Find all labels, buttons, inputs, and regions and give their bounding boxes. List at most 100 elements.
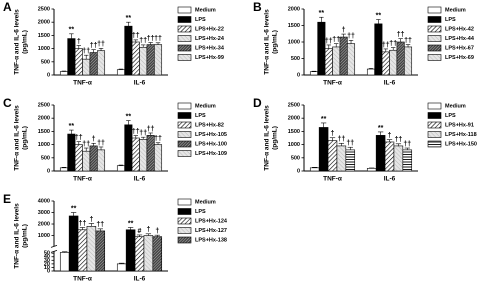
bar <box>318 127 329 172</box>
y-tick-label: 2500 <box>38 102 50 108</box>
bar <box>336 145 347 172</box>
legend-label: LPS+Hx-24 <box>195 36 225 42</box>
bar <box>375 135 386 172</box>
bar <box>324 48 333 76</box>
legend-label: LPS+Hx-99 <box>195 55 224 61</box>
legend-swatch <box>177 16 192 23</box>
significance-label: † <box>77 38 81 45</box>
y-tick-label: 0 <box>47 72 50 78</box>
y-tick-label: 1500 <box>38 33 50 39</box>
y-tick-label: 1000 <box>288 142 300 148</box>
legend-label: LPS <box>195 17 206 23</box>
x-tick-label: IL-6 <box>384 176 396 183</box>
bar <box>366 168 377 172</box>
y-axis-label: (pg/mL) <box>22 30 29 54</box>
bar <box>384 141 395 172</box>
bar <box>404 46 413 76</box>
y-tick-label: 0 <box>47 168 50 174</box>
significance-label: ** <box>69 27 75 34</box>
significance-label: †† <box>96 222 104 229</box>
legend-swatch <box>427 131 442 138</box>
bar <box>146 44 155 76</box>
bar <box>67 38 76 76</box>
significance-label: †† <box>132 128 140 135</box>
legend-label: LPS <box>445 17 456 23</box>
significance-label: † <box>146 227 150 234</box>
y-tick-label: 500 <box>291 155 300 161</box>
x-tick-label: TNF-α <box>73 176 92 183</box>
y-tick-label: 30 <box>44 258 50 264</box>
significance-label: †† <box>394 137 402 144</box>
significance-label: ** <box>321 116 327 123</box>
x-tick-label: TNF-α <box>73 276 92 283</box>
y-tick-label: 500 <box>41 155 50 161</box>
legend-label: LPS+Hx-127 <box>195 228 227 234</box>
axis-break <box>50 250 58 253</box>
y-axis-label: (pg/mL) <box>272 126 279 150</box>
y-tick-label: 40 <box>44 254 50 260</box>
bar <box>82 58 91 76</box>
significance-label: † <box>342 27 346 34</box>
bar <box>95 230 106 272</box>
significance-label: †† <box>97 140 105 147</box>
x-tick-label: IL-6 <box>134 80 146 87</box>
bar <box>154 44 163 76</box>
legend-swatch <box>177 140 192 148</box>
significance-label: ** <box>126 113 132 120</box>
legend-swatch <box>177 227 192 234</box>
significance-label: †† <box>404 37 412 44</box>
significance-label: ** <box>128 220 134 227</box>
y-axis-label: TNF-α and IL-6 levels <box>14 203 21 269</box>
legend-swatch <box>427 6 442 14</box>
legend-label: LPS+Hx-34 <box>195 45 225 51</box>
legend-swatch <box>177 6 192 14</box>
significance-label: † <box>331 131 335 138</box>
legend-swatch <box>177 208 192 215</box>
y-tick-label: 10 <box>44 265 50 271</box>
y-axis-label: TNF-α and IL-6 levels <box>14 9 21 75</box>
panel-letter: B <box>253 0 262 14</box>
y-tick-label: 4000 <box>38 198 50 204</box>
panel-letter: E <box>3 192 11 206</box>
legend-label: Medium <box>445 7 466 13</box>
bar <box>347 43 356 76</box>
bar <box>389 49 398 76</box>
significance-label: †† <box>154 136 162 143</box>
y-tick-label: 1000 <box>288 39 300 45</box>
bar <box>82 150 91 172</box>
significance-label: †† <box>332 36 340 43</box>
bar <box>309 167 320 172</box>
bar <box>154 144 163 172</box>
legend-label: LPS+Hx-67 <box>445 45 474 51</box>
legend-swatch <box>177 150 192 157</box>
significance-label: †† <box>337 136 345 143</box>
y-tick-label: 2000 <box>288 6 300 12</box>
y-tick-label: 3000 <box>38 210 50 216</box>
legend-label: LPS <box>195 209 206 215</box>
legend-label: Medium <box>195 7 216 13</box>
legend-label: Medium <box>445 103 466 109</box>
legend-label: LPS+Hx-100 <box>195 141 227 147</box>
panel-letter: D <box>253 96 262 110</box>
legend-swatch <box>177 102 192 110</box>
bar <box>366 68 375 76</box>
significance-label: ** <box>319 10 325 17</box>
legend-swatch <box>177 54 192 61</box>
legend-label: LPS+Hx-82 <box>195 122 224 128</box>
y-axis-label: (pg/mL) <box>22 224 29 248</box>
bar <box>134 236 145 272</box>
bar <box>116 165 125 172</box>
significance-label: † <box>155 228 159 235</box>
y-tick-label: 0 <box>47 268 50 274</box>
y-axis-label: TNF-α and IL-6 levels <box>14 105 21 171</box>
y-tick-label: 2000 <box>38 116 50 122</box>
significance-label: †† <box>154 36 162 43</box>
y-tick-label: 0 <box>297 168 300 174</box>
significance-label: †† <box>75 135 83 142</box>
significance-label: † <box>388 132 392 139</box>
legend-label: Medium <box>195 103 216 109</box>
bar <box>374 23 383 76</box>
x-tick-label: TNF-α <box>323 80 342 87</box>
significance-label: †† <box>389 40 397 47</box>
